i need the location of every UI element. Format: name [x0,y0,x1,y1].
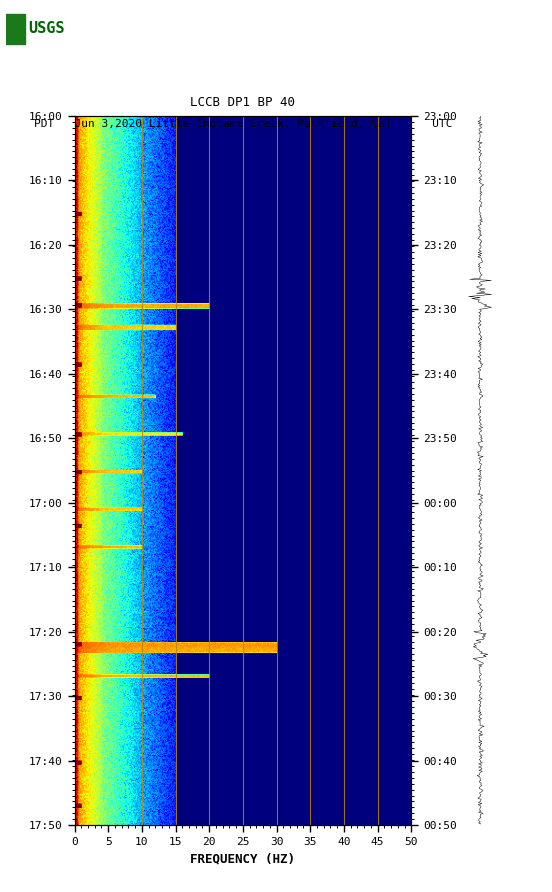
Bar [6,14,25,44]
Text: LCCB DP1 BP 40: LCCB DP1 BP 40 [190,96,295,109]
Text: PDT   Jun 3,2020 Little Cholame Creek, Parkfield, Ca)      UTC: PDT Jun 3,2020 Little Cholame Creek, Par… [34,118,452,128]
Text: USGS: USGS [29,21,65,37]
X-axis label: FREQUENCY (HZ): FREQUENCY (HZ) [190,853,295,865]
